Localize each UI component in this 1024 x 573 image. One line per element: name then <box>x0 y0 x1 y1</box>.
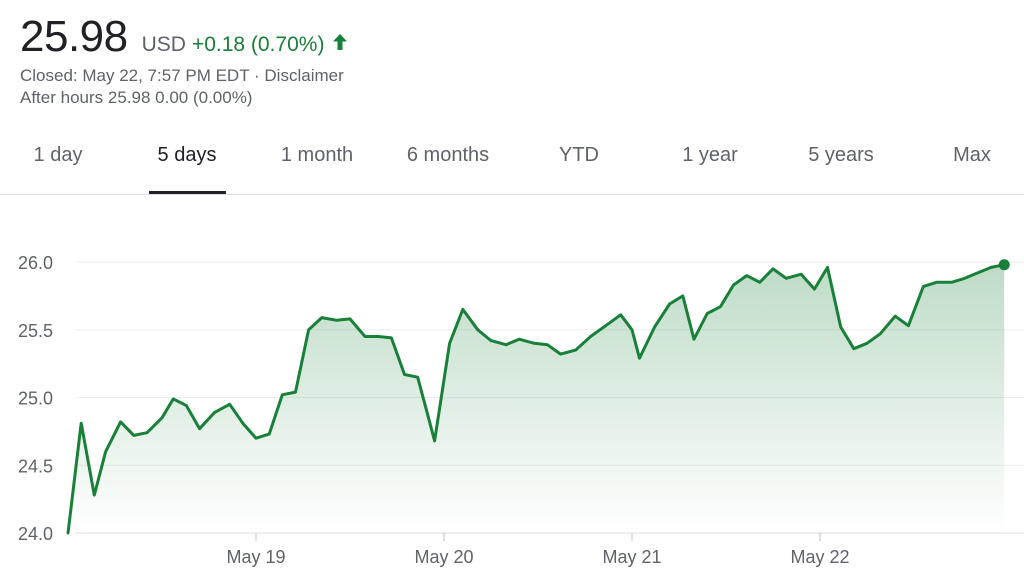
disclaimer-link[interactable]: Disclaimer <box>264 66 344 85</box>
active-tab-indicator <box>149 191 226 194</box>
x-tick-label: May 19 <box>226 547 285 567</box>
y-tick-label: 26.0 <box>18 253 53 273</box>
y-tick-label: 25.0 <box>18 389 53 409</box>
last-price-point <box>998 259 1010 271</box>
price-chart[interactable]: 26.0 25.5 25.0 24.5 24.0 May 19 May 20 May 21 M… <box>0 200 1024 573</box>
price-line <box>66 263 1006 535</box>
currency-label: USD <box>141 33 186 56</box>
current-price: 25.98 <box>20 12 128 61</box>
y-tick-label: 24.5 <box>18 456 53 476</box>
price-change: +0.18 (0.70%) <box>191 33 325 56</box>
price-row: 25.98 USD +0.18 (0.70%) <box>20 12 348 62</box>
x-tick-label: May 20 <box>414 547 473 567</box>
tab-1-year[interactable]: 1 year <box>682 144 738 166</box>
tab-5-years[interactable]: 5 years <box>808 144 874 166</box>
tab-5-days[interactable]: 5 days <box>157 144 217 166</box>
after-hours-quote: After hours 25.98 0.00 (0.00%) <box>20 88 253 107</box>
x-tick-label: May 22 <box>790 547 849 567</box>
tab-1-month[interactable]: 1 month <box>280 144 354 166</box>
market-status: Closed: May 22, 7:57 PM EDT · Disclaimer <box>20 66 348 86</box>
tab-1-day[interactable]: 1 day <box>33 144 83 166</box>
tab-ytd[interactable]: YTD <box>559 144 599 166</box>
range-tabs: 1 day 5 days 1 month 6 months YTD 1 year… <box>0 130 1024 195</box>
quote-header: 25.98 USD +0.18 (0.70%) Closed: May 22, … <box>20 12 348 108</box>
y-tick-label: 24.0 <box>18 524 53 544</box>
tab-max[interactable]: Max <box>953 144 991 166</box>
y-tick-label: 25.5 <box>18 321 53 341</box>
x-tick-label: May 21 <box>602 547 661 567</box>
tab-6-months[interactable]: 6 months <box>406 144 490 166</box>
price-area-fill <box>68 264 1005 533</box>
closed-time: Closed: May 22, 7:57 PM EDT · <box>20 66 265 85</box>
arrow-up-icon <box>332 33 348 56</box>
